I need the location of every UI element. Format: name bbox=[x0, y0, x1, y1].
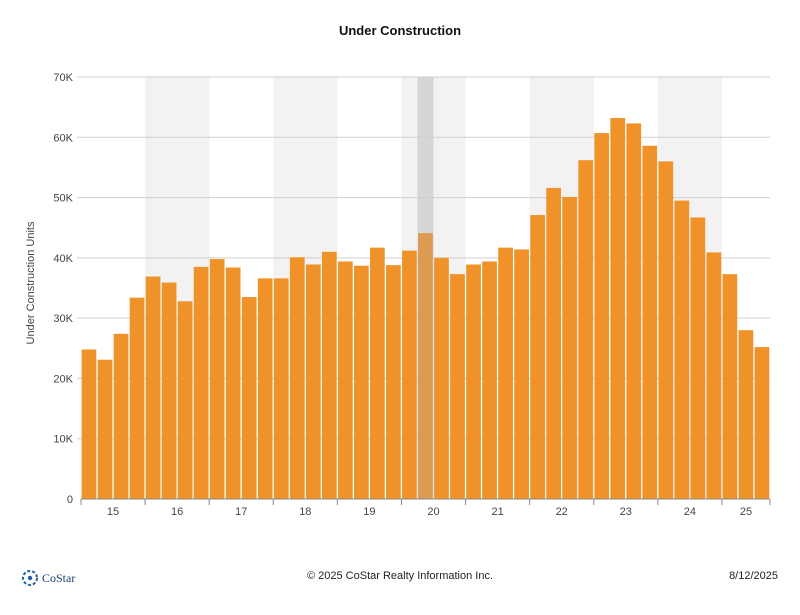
bar bbox=[225, 267, 241, 499]
bar bbox=[113, 333, 129, 499]
bar bbox=[498, 247, 513, 499]
y-tick-label: 40K bbox=[53, 253, 73, 265]
bar bbox=[514, 249, 529, 499]
chart-title: Under Construction bbox=[339, 23, 461, 38]
bar bbox=[594, 133, 610, 499]
x-tick-label: 18 bbox=[299, 506, 311, 518]
logo-text: CoStar bbox=[42, 570, 76, 585]
bar bbox=[402, 250, 417, 499]
bar bbox=[273, 278, 289, 499]
bar bbox=[177, 301, 193, 499]
bar bbox=[305, 264, 321, 499]
bar bbox=[193, 266, 209, 499]
bar bbox=[418, 233, 433, 499]
bar bbox=[241, 297, 257, 499]
bar bbox=[562, 196, 578, 499]
bar bbox=[450, 274, 465, 499]
x-tick-label: 17 bbox=[235, 506, 247, 518]
costar-logo: CoStar bbox=[22, 570, 75, 586]
y-tick-label: 30K bbox=[53, 313, 73, 325]
x-tick-label: 23 bbox=[620, 506, 632, 518]
bar bbox=[578, 160, 594, 500]
copyright-text: © 2025 CoStar Realty Information Inc. bbox=[306, 570, 494, 582]
bar bbox=[129, 297, 145, 499]
bar bbox=[546, 187, 561, 499]
bar bbox=[722, 274, 738, 499]
bar bbox=[370, 247, 385, 499]
bar bbox=[353, 265, 369, 499]
bar bbox=[690, 217, 706, 500]
bar bbox=[337, 261, 353, 499]
bars bbox=[81, 117, 770, 500]
y-axis-label: Under Construction Units bbox=[25, 221, 37, 344]
bar bbox=[434, 257, 449, 499]
y-tick-label: 20K bbox=[53, 373, 73, 385]
bar bbox=[706, 252, 722, 499]
bar bbox=[754, 347, 770, 499]
report-date: 8/12/2025 bbox=[729, 570, 778, 582]
x-tick-label: 16 bbox=[171, 506, 183, 518]
x-tick-label: 19 bbox=[363, 506, 375, 518]
bar bbox=[466, 264, 481, 499]
x-tick-label: 22 bbox=[556, 506, 568, 518]
y-tick-label: 0 bbox=[67, 494, 73, 506]
chart: 0 10K 20K 30K 40K 50K 60K 70K 15 16 17 18 19 20 21 22 23… bbox=[25, 23, 771, 518]
x-tick-label: 21 bbox=[491, 506, 503, 518]
bar bbox=[289, 257, 305, 499]
bar bbox=[530, 215, 545, 499]
bar bbox=[209, 259, 225, 499]
bar bbox=[482, 261, 497, 499]
y-tick-label: 60K bbox=[53, 132, 73, 144]
costar-logo-icon bbox=[22, 570, 38, 586]
x-tick-label: 20 bbox=[427, 506, 439, 518]
x-tick-label: 24 bbox=[684, 506, 696, 518]
y-tick-label: 10K bbox=[53, 434, 73, 446]
y-tick-label: 50K bbox=[53, 193, 73, 205]
bar bbox=[658, 161, 674, 499]
y-tick-label: 70K bbox=[53, 72, 73, 84]
bar bbox=[674, 200, 690, 500]
bar bbox=[257, 278, 273, 499]
x-tick-label: 15 bbox=[107, 506, 119, 518]
bar bbox=[386, 265, 401, 499]
axes: 0 10K 20K 30K 40K 50K 60K 70K 15 16 17 18 19 20 21 22 23… bbox=[53, 72, 771, 518]
bar bbox=[97, 359, 113, 499]
bar bbox=[642, 145, 658, 499]
x-tick-label: 25 bbox=[740, 506, 752, 518]
bar bbox=[81, 349, 97, 499]
bar bbox=[321, 251, 337, 499]
bar bbox=[610, 117, 626, 499]
bar bbox=[145, 276, 161, 499]
bar bbox=[738, 330, 754, 499]
bar bbox=[626, 123, 642, 500]
bar bbox=[161, 282, 177, 499]
